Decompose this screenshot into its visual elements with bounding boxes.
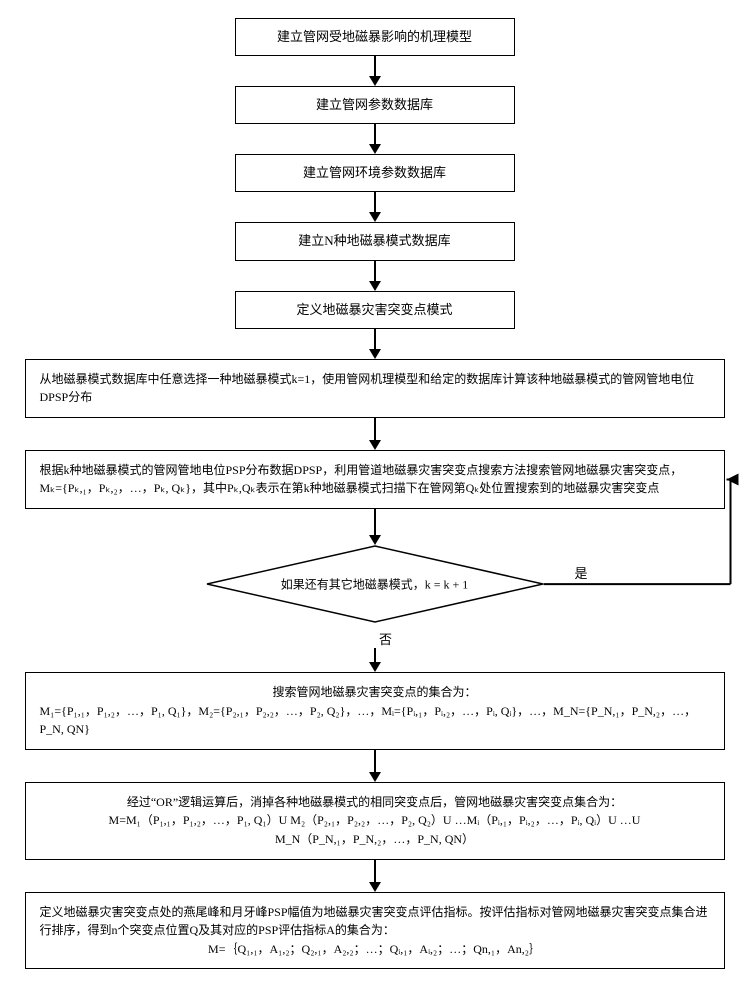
arrow [369, 56, 381, 86]
step-6: 从地磁暴模式数据库中任意选择一种地磁暴模式k=1，使用管网机理模型和给定的数据库… [25, 359, 725, 418]
flowchart: 建立管网受地磁暴影响的机理模型 建立管网参数数据库 建立管网环境参数数据库 建立… [18, 18, 731, 969]
arrow [369, 750, 381, 782]
branch-yes-label: 是 [575, 563, 588, 582]
step-4: 建立N种地磁暴模式数据库 [235, 222, 515, 260]
step-2: 建立管网参数数据库 [235, 86, 515, 124]
step-8-line2: M₁={P₁,₁，P₁,₂，…，P₁, Q₁}，M₂={P₂,₁，P₂,₂，…，… [40, 702, 710, 739]
arrow [369, 192, 381, 222]
arrow [369, 860, 381, 892]
step-1: 建立管网受地磁暴影响的机理模型 [235, 18, 515, 56]
step-9-line2: M=M₁（P₁,₁，P₁,₂，…，P₁, Q₁）U M₂（P₂,₁，P₂,₂，…… [40, 811, 710, 830]
decision-node: 如果还有其它地磁暴模式，k = k + 1 [205, 545, 545, 623]
step-9-line1: 经过“OR”逻辑运算后，消掉各种地磁暴模式的相同突变点后，管网地磁暴灾害突变点集… [40, 793, 710, 812]
step-3: 建立管网环境参数数据库 [235, 154, 515, 192]
arrow [369, 648, 381, 672]
step-9: 经过“OR”逻辑运算后，消掉各种地磁暴模式的相同突变点后，管网地磁暴灾害突变点集… [25, 782, 725, 860]
branch-no-label: 否 [379, 629, 392, 648]
step-10: 定义地磁暴灾害突变点处的燕尾峰和月牙峰PSP幅值为地磁暴灾害突变点评估指标。按评… [25, 892, 725, 970]
step-5: 定义地磁暴灾害突变点模式 [235, 291, 515, 329]
step-10-line2: M=｛Q₁,₁，A₁,₂；Q₂,₁，A₂,₂；…；Qᵢ,₁，Aᵢ,₂；…；Qn,… [40, 940, 710, 959]
arrow [369, 418, 381, 450]
arrow [369, 261, 381, 291]
step-7: 根据k种地磁暴模式的管网管地电位PSP分布数据DPSP，利用管道地磁暴灾害突变点… [25, 450, 725, 509]
step-8-line1: 搜索管网地磁暴灾害突变点的集合为： [40, 683, 710, 702]
step-10-line1: 定义地磁暴灾害突变点处的燕尾峰和月牙峰PSP幅值为地磁暴灾害突变点评估指标。按评… [40, 905, 708, 938]
arrow [369, 509, 381, 545]
step-7-line2: Mₖ={Pₖ,₁，Pₖ,₂，…，Pₖ, Qₖ}，其中Pₖ,Qₖ表示在第k种地磁暴… [40, 481, 660, 495]
arrow [369, 329, 381, 359]
step-9-line3: M_N（P_N,₁，P_N,₂，…，P_N, QN） [40, 830, 710, 849]
decision-label: 如果还有其它地磁暴模式，k = k + 1 [281, 576, 469, 593]
decision-wrap: 如果还有其它地磁暴模式，k = k + 1 是 [25, 545, 725, 623]
step-8: 搜索管网地磁暴灾害突变点的集合为： M₁={P₁,₁，P₁,₂，…，P₁, Q₁… [25, 672, 725, 750]
arrow [369, 124, 381, 154]
step-7-line1: 根据k种地磁暴模式的管网管地电位PSP分布数据DPSP，利用管道地磁暴灾害突变点… [40, 463, 683, 477]
